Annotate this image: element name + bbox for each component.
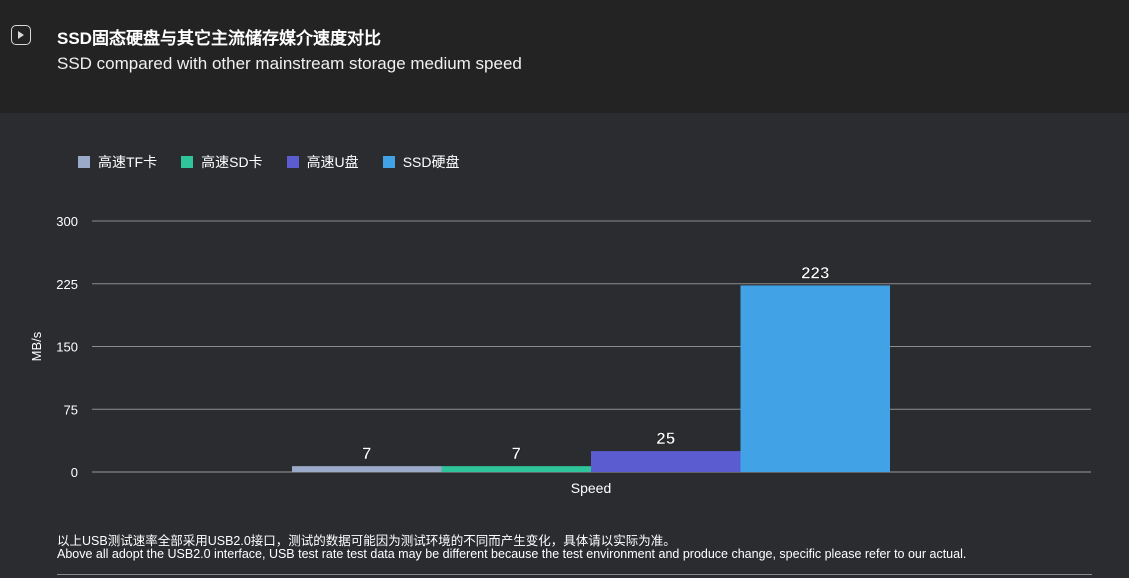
legend-item-sd[interactable]: 高速SD卡: [181, 152, 263, 172]
x-tick-labels: Speed: [571, 480, 611, 496]
footnote-english: Above all adopt the USB2.0 interface, US…: [57, 547, 967, 561]
legend-swatch-sd: [181, 156, 194, 168]
y-tick-label-0: 0: [71, 465, 78, 480]
x-tick-label-0: Speed: [571, 480, 611, 496]
grid-lines: [92, 220, 1091, 473]
legend-label-ssd: SSD硬盘: [402, 154, 460, 170]
y-tick-labels: 0 75 150 225 300: [56, 214, 78, 480]
header-bar: SSD固态硬盘与其它主流储存媒介速度对比 SSD compared with o…: [0, 0, 1129, 113]
legend-swatch-tf: [78, 156, 90, 168]
data-labels: 7 7 25 223: [362, 263, 830, 463]
footnote-chinese: 以上USB测试速率全部采用USB2.0接口，测试的数据可能因为测试环境的不同而产…: [57, 534, 676, 548]
y-tick-label-75: 75: [64, 402, 78, 417]
legend-label-sd: 高速SD卡: [201, 154, 263, 170]
bar-2[interactable]: [591, 451, 741, 472]
bar-3[interactable]: [740, 285, 891, 472]
legend-item-u[interactable]: 高速U盘: [286, 152, 359, 172]
data-label-3: 223: [801, 263, 829, 282]
y-tick-label-300: 300: [56, 214, 78, 229]
chart-legend: 高速TF卡 高速SD卡 高速U盘 SSD硬盘: [78, 152, 483, 172]
page-title: SSD固态硬盘与其它主流储存媒介速度对比: [57, 29, 381, 48]
legend-swatch-u: [286, 156, 299, 168]
y-axis-label: MB/s: [29, 331, 44, 361]
data-label-0: 7: [362, 444, 371, 463]
bar-0[interactable]: [292, 466, 442, 472]
play-icon[interactable]: [11, 25, 31, 45]
bar-1[interactable]: [441, 466, 592, 472]
data-label-2: 25: [656, 429, 675, 448]
data-label-1: 7: [512, 444, 521, 463]
bars: [292, 285, 890, 472]
y-tick-label-225: 225: [56, 277, 78, 292]
y-tick-label-150: 150: [56, 340, 78, 355]
legend-item-ssd[interactable]: SSD硬盘: [382, 152, 460, 172]
legend-item-tf[interactable]: 高速TF卡: [78, 152, 157, 172]
chart-panel: [0, 113, 1129, 578]
page-subtitle: SSD compared with other mainstream stora…: [57, 54, 522, 73]
legend-label-u: 高速U盘: [306, 154, 359, 170]
footer-divider: [57, 574, 1092, 575]
legend-label-tf: 高速TF卡: [98, 154, 158, 170]
legend-swatch-ssd: [382, 156, 395, 168]
